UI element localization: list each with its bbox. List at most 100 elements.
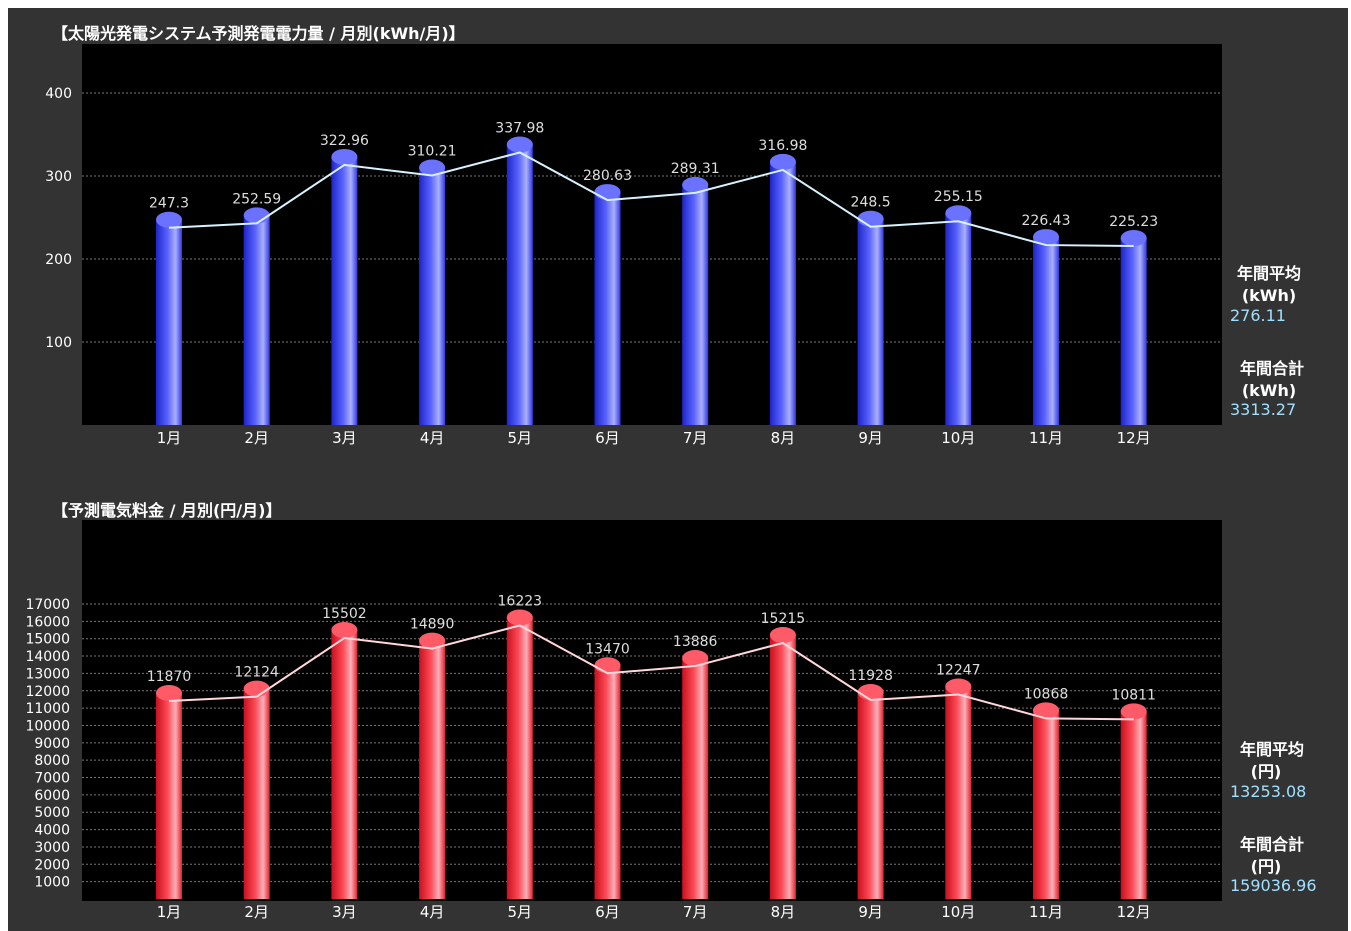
kwh-bar (243, 215, 270, 425)
yen-bar-cap (419, 632, 446, 649)
kwh-avg-label: 年間平均 (1236, 264, 1301, 283)
kwh-bar (506, 144, 533, 425)
yen-bar (156, 693, 182, 899)
kwh-bar-cap (769, 153, 796, 170)
yen-bar-cap (594, 657, 621, 674)
kwh-data-label: 337.98 (495, 120, 544, 136)
kwh-xtick-label: 4月 (420, 429, 445, 447)
kwh-xtick-label: 12月 (1117, 429, 1151, 447)
yen-xtick-label: 6月 (595, 903, 620, 921)
yen-ytick-label: 4000 (34, 823, 70, 839)
yen-xtick-label: 4月 (420, 903, 445, 921)
yen-total-label: 年間合計 (1239, 835, 1304, 854)
kwh-bar-cap (419, 159, 446, 176)
kwh-ytick-label: 100 (45, 335, 72, 351)
kwh-ytick-label: 300 (45, 169, 72, 185)
yen-ytick-label: 8000 (34, 753, 70, 769)
yen-ytick-label: 14000 (25, 649, 70, 665)
kwh-data-label: 252.59 (232, 191, 281, 207)
yen-xtick-label: 10月 (941, 903, 975, 921)
yen-bar (682, 658, 709, 899)
kwh-xtick-label: 10月 (941, 429, 975, 447)
yen-xtick-label: 5月 (508, 903, 533, 921)
kwh-bar (945, 213, 972, 425)
yen-ytick-label: 6000 (34, 788, 70, 804)
kwh-data-label: 226.43 (1022, 213, 1071, 229)
kwh-total-value: 3313.27 (1230, 400, 1297, 419)
yen-xtick-label: 3月 (332, 903, 357, 921)
kwh-bar (156, 219, 182, 425)
yen-avg-label: 年間平均 (1239, 740, 1304, 759)
kwh-data-label: 310.21 (408, 144, 457, 160)
kwh-xtick-label: 6月 (595, 429, 620, 447)
kwh-data-label: 247.3 (149, 196, 189, 212)
yen-bar (243, 688, 270, 899)
yen-data-label: 11928 (848, 668, 893, 684)
yen-data-label: 10868 (1024, 686, 1069, 702)
yen-bar (769, 634, 796, 899)
yen-ytick-label: 1000 (34, 875, 70, 891)
yen-bar (506, 617, 533, 899)
kwh-bar (682, 184, 709, 425)
kwh-xtick-label: 9月 (858, 429, 883, 447)
kwh-avg-unit: (kWh) (1241, 286, 1297, 305)
kwh-xtick-label: 5月 (508, 429, 533, 447)
yen-bar-cap (1120, 703, 1147, 720)
yen-ytick-label: 12000 (25, 684, 70, 700)
kwh-data-label: 225.23 (1109, 214, 1158, 230)
yen-ytick-label: 2000 (34, 857, 70, 873)
yen-bar-cap (331, 621, 358, 638)
yen-ytick-label: 9000 (34, 736, 70, 752)
yen-data-label: 15502 (322, 606, 367, 622)
yen-ytick-label: 11000 (25, 701, 70, 717)
yen-xtick-label: 9月 (858, 903, 883, 921)
yen-trend-line (168, 624, 1134, 721)
yen-bar-cap (506, 609, 533, 626)
yen-bar-cap (769, 626, 796, 643)
yen-xtick-label: 2月 (244, 903, 269, 921)
yen-plot-area (82, 520, 1222, 901)
yen-chart-title: 【予測電気料金 / 月別(円/月)】 (52, 501, 282, 520)
kwh-bar-cap (506, 136, 533, 153)
kwh-bar (769, 161, 796, 425)
yen-bar (419, 640, 446, 899)
yen-bar (1033, 710, 1059, 899)
yen-bar (1120, 711, 1147, 899)
kwh-chart-title: 【太陽光発電システム予測発電電力量 / 月別(kWh/月)】 (52, 24, 465, 43)
yen-bar-cap (1033, 702, 1059, 719)
kwh-bar-cap (331, 148, 358, 165)
yen-avg-unit: (円) (1250, 762, 1282, 781)
kwh-bar (1033, 237, 1059, 425)
yen-xtick-label: 8月 (771, 903, 796, 921)
yen-bar (945, 686, 972, 899)
kwh-bar-cap (857, 210, 884, 227)
yen-xtick-label: 7月 (683, 903, 708, 921)
yen-total-value: 159036.96 (1230, 876, 1317, 895)
yen-bar-cap (682, 650, 709, 667)
kwh-bar (331, 156, 358, 425)
kwh-data-label: 289.31 (671, 161, 720, 177)
yen-bar-cap (156, 685, 182, 702)
yen-data-label: 15215 (761, 611, 806, 627)
yen-ytick-label: 10000 (25, 718, 70, 734)
kwh-bar-cap (594, 184, 621, 201)
kwh-data-label: 322.96 (320, 133, 369, 149)
kwh-xtick-label: 8月 (771, 429, 796, 447)
kwh-avg-value: 276.11 (1230, 306, 1286, 325)
kwh-xtick-label: 1月 (157, 429, 182, 447)
kwh-data-label: 316.98 (758, 138, 807, 154)
yen-bar (857, 692, 884, 899)
yen-bar (331, 629, 358, 899)
kwh-xtick-label: 2月 (244, 429, 269, 447)
yen-ytick-label: 13000 (25, 666, 70, 682)
kwh-bar-cap (945, 205, 972, 222)
yen-xtick-label: 12月 (1117, 903, 1151, 921)
yen-xtick-label: 11月 (1029, 903, 1063, 921)
yen-data-label: 11870 (147, 669, 192, 685)
kwh-total-unit: (kWh) (1241, 381, 1297, 400)
kwh-trend-line (168, 151, 1134, 248)
yen-ytick-label: 17000 (25, 597, 70, 613)
yen-ytick-label: 5000 (34, 805, 70, 821)
yen-ytick-label: 16000 (25, 614, 70, 630)
